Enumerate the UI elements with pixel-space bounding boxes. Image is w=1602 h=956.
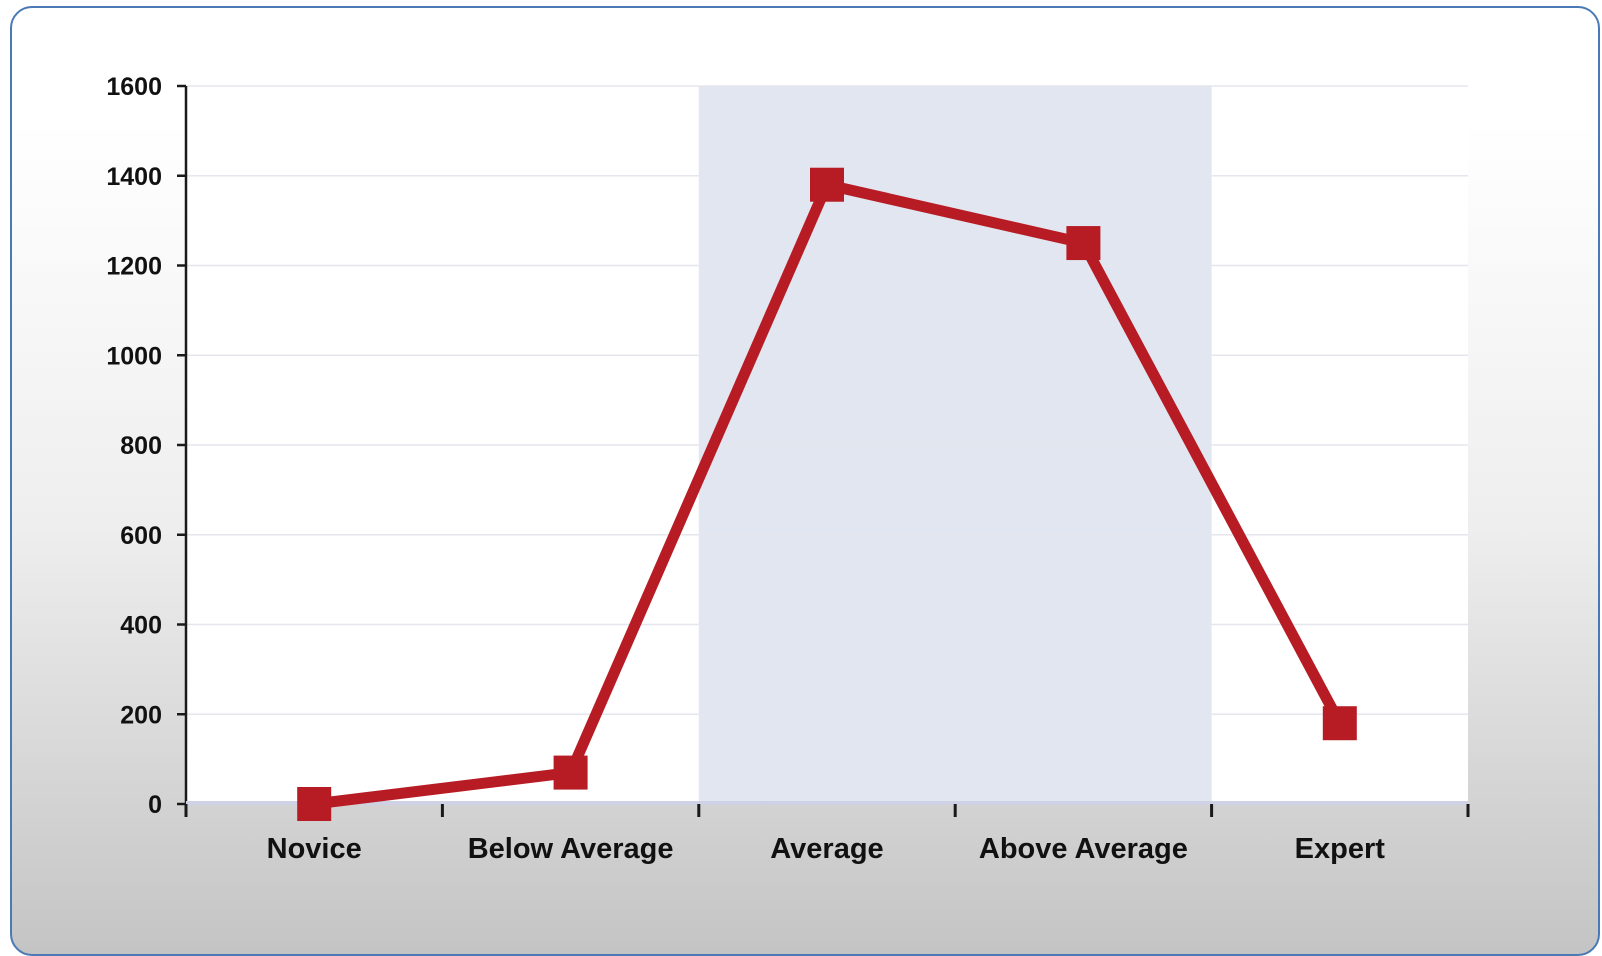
x-axis-line [186, 801, 1468, 805]
y-tick-label: 0 [148, 791, 162, 819]
x-tick-label: Novice [267, 833, 362, 865]
data-point-marker [810, 167, 844, 202]
y-tick-label: 400 [120, 612, 162, 640]
y-tick-label: 1200 [106, 253, 162, 281]
x-tick-label: Above Average [979, 833, 1188, 865]
y-tick-label: 1400 [106, 163, 162, 191]
y-tick-label: 200 [120, 701, 162, 729]
y-tick-label: 1000 [106, 342, 162, 370]
data-point-marker [553, 755, 588, 790]
x-tick-label: Average [770, 833, 883, 865]
x-tick-label: Below Average [468, 833, 674, 865]
series-layer [297, 167, 1357, 821]
data-point-marker [1066, 226, 1101, 261]
y-tick-label: 800 [120, 432, 162, 460]
data-point-marker [1322, 706, 1357, 741]
y-tick-label: 600 [120, 522, 162, 550]
y-tick-label: 1600 [106, 73, 162, 101]
axes: 0 200 400 600 800 1000 1200 1400 1600 Novice Below… [106, 73, 1470, 865]
x-tick-label: Expert [1295, 833, 1386, 865]
data-point-marker [297, 787, 332, 821]
gridlines [186, 85, 1468, 715]
